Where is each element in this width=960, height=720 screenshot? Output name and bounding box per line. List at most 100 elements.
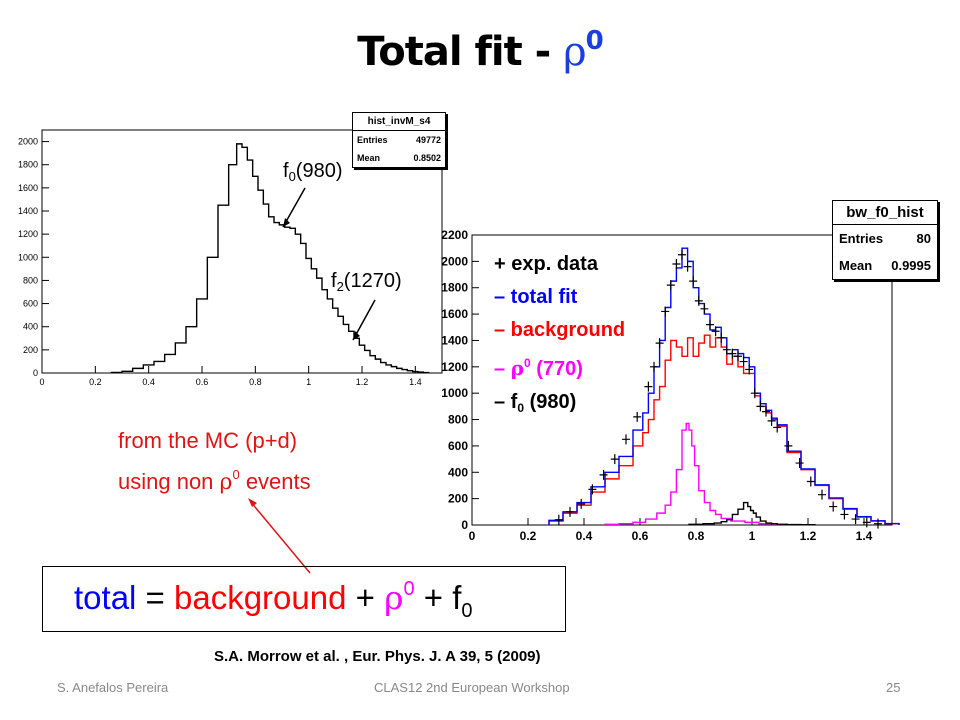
- right-chart-series-exp-data-point: [661, 306, 670, 317]
- right-chart-frame: [471, 234, 893, 526]
- right-chart-series-exp-data-point: [728, 348, 737, 359]
- left-chart-frame: [41, 129, 443, 374]
- right-chart-series-exp-data-point: [795, 458, 804, 469]
- right-chart-xtick-label: 0.6: [632, 529, 649, 543]
- right-chart-series-exp-data-point: [554, 514, 563, 525]
- mc-note-line2: using non ρ0 events: [118, 467, 311, 495]
- right-chart-series-exp-data-point: [577, 498, 586, 509]
- left-statbox: hist_invM_s4 Entries 49772 Mean 0.8502: [352, 112, 446, 168]
- f0-arrowhead: [283, 218, 290, 227]
- mc-note-arrow: [249, 500, 311, 574]
- left-chart-ytick-label: 0: [33, 368, 38, 378]
- right-chart-series--0-770--line: [604, 422, 788, 526]
- right-chart-ytick-label: 1800: [441, 281, 468, 295]
- right-chart-series-exp-data-point: [694, 295, 703, 306]
- statbox-title: bw_f0_hist: [833, 201, 937, 225]
- mc-note-line1: from the MC (p+d): [118, 428, 298, 453]
- legend-background: – background: [494, 319, 626, 341]
- right-chart-series-exp-data-point: [818, 489, 826, 500]
- right-chart-ytick-label: 1400: [441, 333, 468, 347]
- right-chart-ytick-label: 600: [448, 439, 468, 453]
- right-chart-series-exp-data-point: [717, 332, 726, 343]
- left-chart-ytick-label: 400: [23, 322, 38, 332]
- left-chart-xtick-label: 0.2: [89, 377, 102, 387]
- right-chart-series-exp-data-point: [672, 259, 681, 269]
- right-chart-series-exp-data-point: [689, 276, 698, 287]
- right-chart-series-exp-data-point: [874, 518, 882, 529]
- rho-symbol: ρ: [563, 29, 586, 75]
- f2-arrowhead: [353, 331, 360, 340]
- right-chart-series-exp-data-point: [633, 411, 642, 422]
- right-chart-series-exp-data-point: [739, 356, 748, 367]
- statbox-entries-row: Entries 80: [839, 231, 931, 246]
- statbox-title: hist_invM_s4: [353, 113, 445, 131]
- mc-note-arrowhead: [248, 498, 257, 507]
- mc-note: from the MC (p+d) using non ρ0 events: [118, 424, 311, 500]
- footer-author: S. Anefalos Pereira: [57, 680, 169, 695]
- right-legend: + exp. data – total fit – background – ρ…: [494, 248, 625, 425]
- right-chart-series-exp-data-point: [711, 326, 720, 337]
- right-chart-series-exp-data-point: [566, 506, 574, 517]
- right-chart-series-exp-data-point: [706, 319, 714, 330]
- right-statbox: bw_f0_hist Entries 80 Mean 0.9995: [832, 200, 938, 280]
- right-chart-xtick-label: 1.4: [856, 529, 873, 543]
- right-chart-series-exp-data-point: [767, 415, 776, 426]
- statbox-mean-row: Mean 0.8502: [357, 153, 441, 163]
- right-chart-series-exp-data-point: [784, 440, 793, 451]
- f2-annotation: f2(1270): [331, 270, 402, 294]
- right-chart-series-exp-data-point: [840, 509, 849, 520]
- right-chart-series-exp-data-point: [655, 338, 664, 349]
- right-chart-ytick-label: 200: [448, 492, 468, 506]
- right-chart-xtick-label: 1: [749, 529, 756, 543]
- right-chart-ytick-label: 1200: [441, 360, 468, 374]
- right-chart-series-exp-data-point: [666, 280, 675, 291]
- equation: total = background + ρ0 + f0: [74, 578, 473, 622]
- citation: S.A. Morrow et al. , Eur. Phys. J. A 39,…: [214, 648, 541, 665]
- left-chart-ytick-label: 1800: [18, 160, 38, 170]
- right-chart-xtick-label: 1.2: [800, 529, 817, 543]
- right-chart-series-exp-data-point: [644, 381, 653, 392]
- right-chart-series-exp-data-point: [745, 364, 754, 375]
- right-chart-series-exp-data-point: [734, 351, 742, 362]
- right-chart-series-exp-data-point: [762, 406, 770, 417]
- right-chart-ytick-label: 0: [461, 518, 468, 532]
- right-chart-series-exp-data-point: [588, 484, 597, 495]
- legend-exp-data: + exp. data: [494, 253, 598, 275]
- left-chart-xtick-label: 1.4: [409, 377, 422, 387]
- right-chart-series-exp-data-point: [622, 434, 630, 445]
- right-chart-series-exp-data-point: [750, 388, 759, 399]
- left-chart-xtick-label: 0.4: [142, 377, 155, 387]
- left-chart-xtick-label: 0: [39, 377, 44, 387]
- right-chart-series-exp-data-point: [610, 454, 619, 465]
- left-chart-ytick-label: 1200: [18, 229, 38, 239]
- left-chart-ytick-label: 1600: [18, 183, 38, 193]
- left-chart-ytick-label: 800: [23, 275, 38, 285]
- right-chart-ytick-label: 400: [448, 465, 468, 479]
- left-chart-ytick-label: 2000: [18, 137, 38, 147]
- legend-rho: – ρ0 (770): [494, 356, 583, 380]
- left-chart-xtick-label: 1: [306, 377, 311, 387]
- right-chart-series-exp-data-point: [756, 401, 765, 412]
- right-chart-series-exp-data-point: [700, 303, 709, 314]
- right-chart-ytick-label: 800: [448, 413, 468, 427]
- legend-f0: – f0 (980): [494, 391, 577, 415]
- right-chart-series-exp-data-point: [773, 422, 782, 433]
- left-chart-ytick-label: 600: [23, 299, 38, 309]
- legend-total-fit: – total fit: [494, 286, 578, 308]
- footer-event: CLAS12 2nd European Workshop: [374, 680, 570, 695]
- right-chart-series-exp-data-point: [650, 361, 658, 372]
- right-chart-xtick-label: 0.2: [520, 529, 537, 543]
- right-chart-series-exp-data-point: [806, 476, 815, 487]
- f0-annotation: f0(980): [283, 160, 343, 184]
- slide-number: 25: [886, 680, 901, 695]
- equation-box: [42, 566, 566, 632]
- left-chart-xtick-label: 1.2: [356, 377, 369, 387]
- slide-title: Total fit - ρ0: [357, 26, 604, 75]
- right-chart-series-exp-data-point: [683, 261, 692, 272]
- right-chart-series-exp-data-point: [599, 469, 608, 480]
- right-chart-series-exp-data-point: [829, 501, 838, 512]
- right-chart-series-exp-data-point: [862, 517, 871, 528]
- right-chart-ytick-label: 1000: [441, 386, 468, 400]
- left-chart-xtick-label: 0.6: [196, 377, 209, 387]
